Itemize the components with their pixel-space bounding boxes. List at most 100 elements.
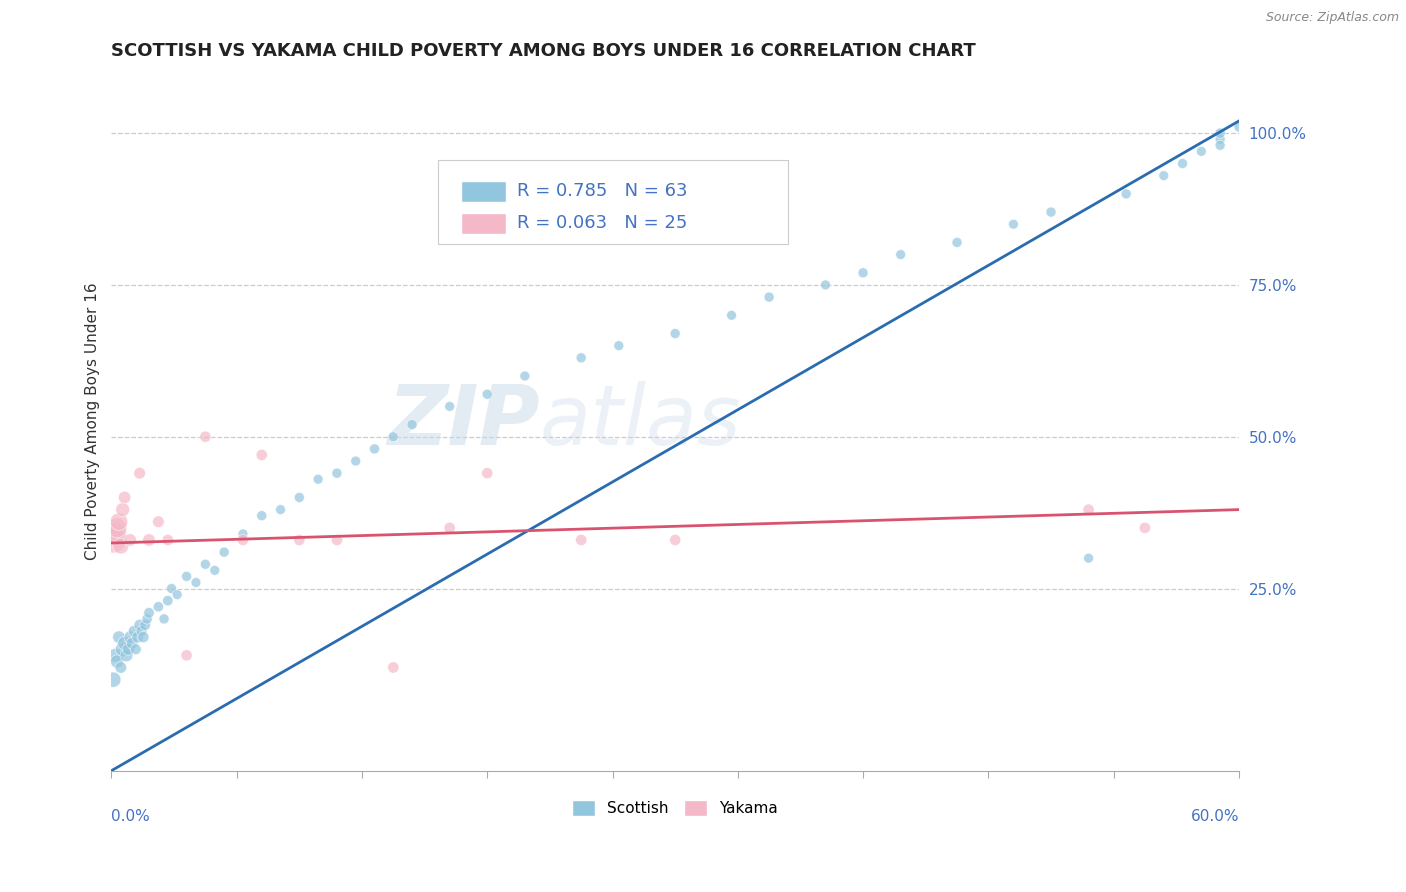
Point	[250, 448, 273, 462]
Point	[569, 533, 592, 547]
Point	[176, 569, 198, 583]
Point	[104, 527, 127, 541]
Point	[439, 400, 461, 414]
Point	[120, 533, 142, 547]
Point	[111, 642, 134, 657]
Point	[288, 533, 311, 547]
Point	[128, 466, 150, 480]
Point	[344, 454, 367, 468]
Point	[1002, 217, 1025, 231]
Text: 60.0%: 60.0%	[1191, 809, 1239, 824]
Point	[148, 515, 170, 529]
Text: 0.0%: 0.0%	[111, 809, 150, 824]
Point	[204, 563, 226, 577]
Point	[114, 491, 136, 505]
Point	[111, 502, 134, 516]
Point	[1209, 132, 1232, 146]
Point	[270, 502, 292, 516]
Point	[103, 673, 125, 687]
Point	[232, 527, 254, 541]
Point	[134, 618, 156, 632]
Point	[1077, 502, 1099, 516]
Legend: Scottish, Yakama: Scottish, Yakama	[567, 794, 785, 822]
Point	[176, 648, 198, 663]
Point	[720, 308, 742, 322]
Point	[1209, 126, 1232, 140]
Point	[194, 430, 217, 444]
Point	[382, 430, 405, 444]
Point	[569, 351, 592, 365]
Point	[439, 521, 461, 535]
Point	[1209, 138, 1232, 153]
FancyBboxPatch shape	[461, 181, 506, 202]
Point	[166, 588, 188, 602]
Point	[122, 624, 145, 638]
Point	[105, 521, 128, 535]
Point	[1153, 169, 1175, 183]
Text: ZIP: ZIP	[387, 381, 540, 462]
Point	[852, 266, 875, 280]
Point	[125, 642, 148, 657]
Point	[117, 642, 139, 657]
Point	[1077, 551, 1099, 566]
Point	[104, 648, 127, 663]
Point	[128, 618, 150, 632]
Point	[232, 533, 254, 547]
Point	[382, 660, 405, 674]
Point	[250, 508, 273, 523]
Point	[103, 533, 125, 547]
Point	[153, 612, 176, 626]
Point	[477, 466, 499, 480]
Point	[212, 545, 235, 559]
Point	[156, 593, 179, 607]
Point	[1040, 205, 1063, 219]
Point	[148, 599, 170, 614]
Point	[132, 630, 155, 644]
Point	[184, 575, 207, 590]
Point	[946, 235, 969, 250]
Point	[1171, 156, 1194, 170]
Point	[288, 491, 311, 505]
Point	[1189, 145, 1212, 159]
Point	[326, 533, 349, 547]
Text: atlas: atlas	[540, 381, 741, 462]
FancyBboxPatch shape	[461, 213, 506, 234]
Point	[664, 533, 686, 547]
Point	[160, 582, 183, 596]
Point	[401, 417, 423, 432]
Point	[758, 290, 780, 304]
Point	[890, 247, 912, 261]
Point	[114, 636, 136, 650]
Point	[307, 472, 329, 486]
Point	[513, 369, 536, 384]
Point	[477, 387, 499, 401]
Text: R = 0.785   N = 63: R = 0.785 N = 63	[517, 182, 688, 200]
Point	[127, 630, 149, 644]
Point	[814, 277, 837, 292]
Point	[131, 624, 153, 638]
Point	[121, 636, 143, 650]
Point	[108, 515, 131, 529]
Point	[1115, 186, 1137, 201]
Point	[363, 442, 385, 456]
Point	[138, 606, 160, 620]
Point	[136, 612, 159, 626]
Point	[138, 533, 160, 547]
Point	[105, 654, 128, 668]
Point	[120, 630, 142, 644]
Text: R = 0.063   N = 25: R = 0.063 N = 25	[517, 214, 688, 233]
Point	[607, 339, 630, 353]
Point	[1133, 521, 1156, 535]
Point	[110, 660, 132, 674]
Point	[108, 630, 131, 644]
Point	[156, 533, 179, 547]
Text: SCOTTISH VS YAKAMA CHILD POVERTY AMONG BOYS UNDER 16 CORRELATION CHART: SCOTTISH VS YAKAMA CHILD POVERTY AMONG B…	[111, 42, 976, 60]
Point	[326, 466, 349, 480]
Text: Source: ZipAtlas.com: Source: ZipAtlas.com	[1265, 11, 1399, 24]
Y-axis label: Child Poverty Among Boys Under 16: Child Poverty Among Boys Under 16	[86, 283, 100, 560]
Point	[664, 326, 686, 341]
FancyBboxPatch shape	[439, 160, 787, 244]
Point	[115, 648, 138, 663]
Point	[194, 558, 217, 572]
Point	[110, 539, 132, 553]
